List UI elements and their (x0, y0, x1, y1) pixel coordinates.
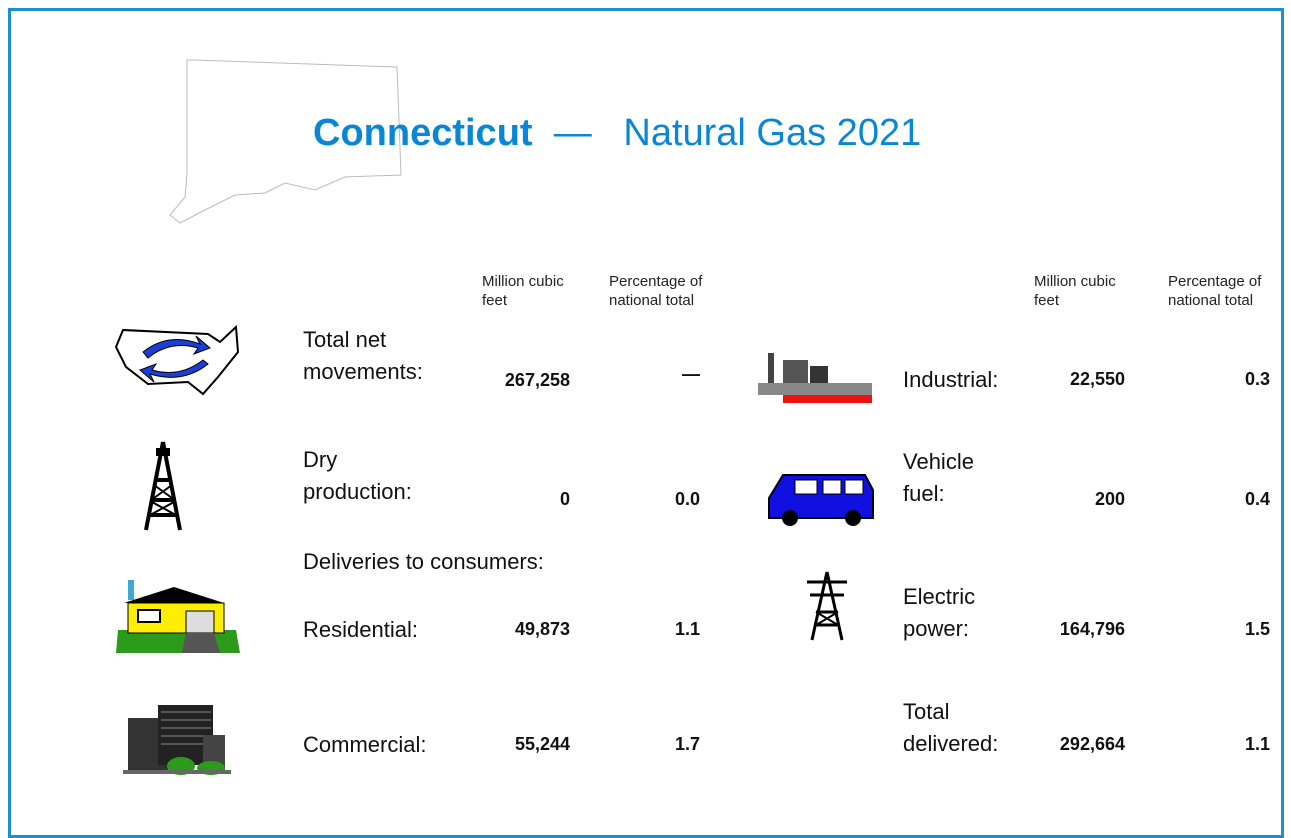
row-label: Dry production: (303, 447, 412, 504)
row-percent: 0.0 (674, 489, 700, 509)
row-label: Vehicle fuel: (903, 449, 974, 506)
row-label: Total net movements: (303, 327, 423, 384)
row-percent: 1.1 (674, 619, 700, 639)
state-outline (169, 59, 402, 224)
row-percent: 1.5 (1244, 619, 1270, 639)
row-percent: 0.4 (1244, 489, 1270, 509)
derrick-icon (144, 441, 182, 531)
house-icon (116, 580, 240, 653)
row-percent: — (682, 364, 700, 384)
section-heading: Deliveries to consumers: (303, 549, 544, 574)
column-header: Percentage of national total (609, 273, 703, 309)
column-header: Million cubic feet (1034, 273, 1116, 309)
us-map-icon (114, 324, 240, 396)
row-value: 292,664 (1059, 734, 1125, 754)
row-label: Electric power: (903, 584, 976, 641)
row-label: Commercial: (303, 732, 427, 757)
row-value: 164,796 (1059, 619, 1125, 639)
office-icon (123, 705, 231, 775)
column-header: Million cubic feet (482, 273, 564, 309)
row-value: 200 (1094, 489, 1125, 509)
row-label: Residential: (303, 617, 418, 642)
row-label: Industrial: (903, 367, 999, 392)
row-value: 49,873 (514, 619, 570, 639)
row-percent: 1.1 (1244, 734, 1270, 754)
row-percent: 0.3 (1244, 369, 1270, 389)
row-value: 55,244 (514, 734, 570, 754)
row-percent: 1.7 (674, 734, 700, 754)
factory-icon (758, 353, 872, 403)
row-value: 267,258 (504, 370, 570, 390)
column-header: Percentage of national total (1168, 273, 1262, 309)
power-tower-icon (807, 571, 847, 641)
row-value: 22,550 (1069, 369, 1125, 389)
van-icon (768, 474, 874, 526)
row-label: Total delivered: (903, 699, 999, 756)
row-value: 0 (559, 489, 570, 509)
title: Connecticut — Natural Gas 2021 (313, 112, 922, 154)
